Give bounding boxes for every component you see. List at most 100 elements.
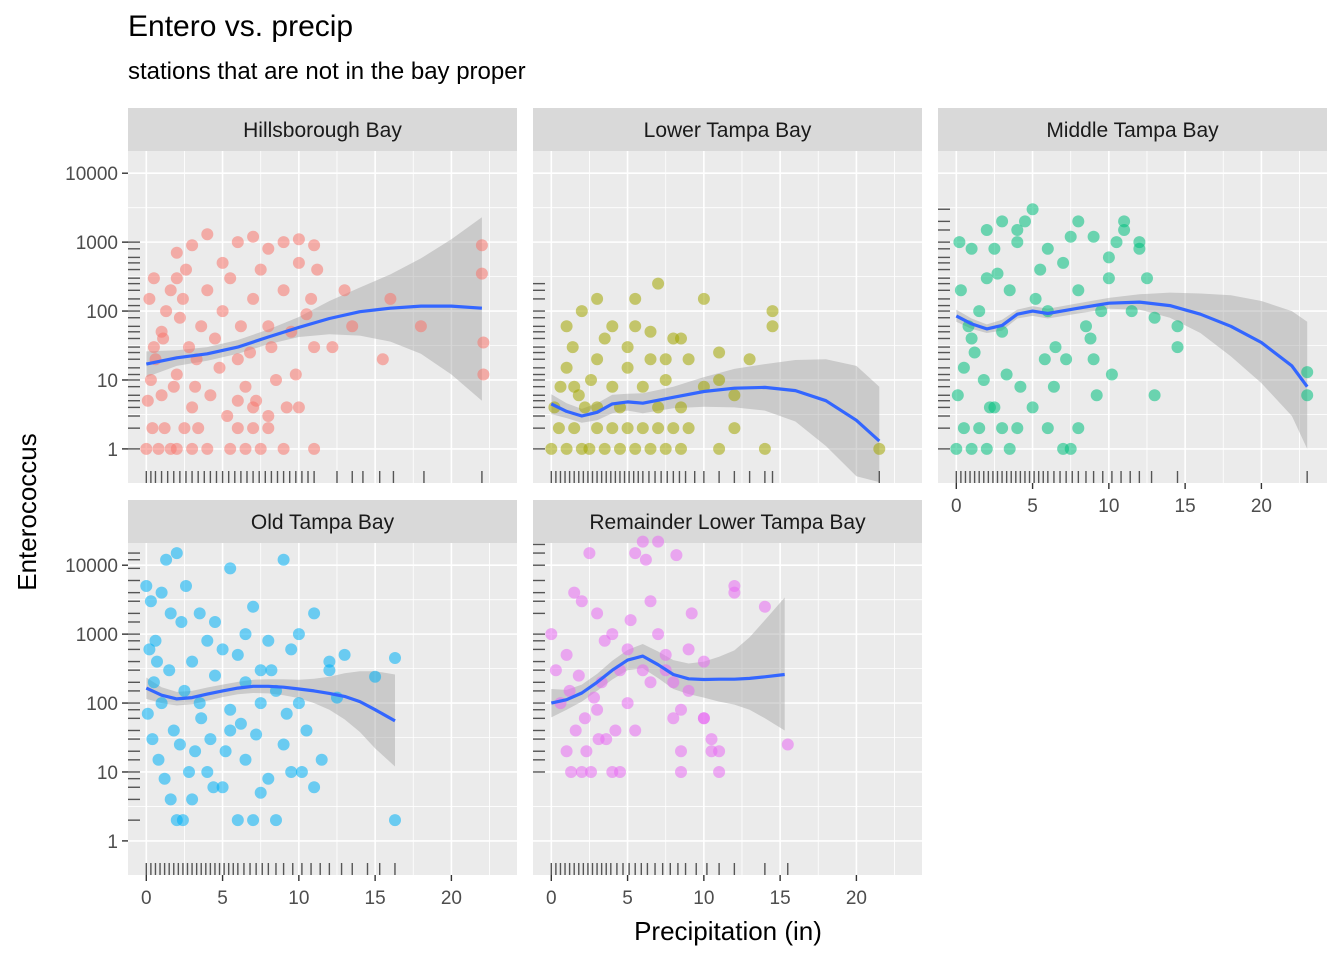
data-point [1171,341,1184,354]
data-point [560,648,573,661]
data-point [565,766,578,778]
data-point [292,256,305,269]
data-point [338,648,351,661]
data-point [705,733,718,746]
data-point [957,422,970,435]
data-point [953,236,966,249]
data-point [965,242,978,255]
data-point [326,341,339,354]
data-point [193,607,206,620]
y-tick-label: 10000 [65,164,118,185]
data-point [1011,224,1024,236]
data-point [973,305,986,318]
data-point [216,305,229,318]
data-point [1047,380,1060,393]
data-point [697,655,710,668]
data-point [224,562,237,575]
data-point [277,442,290,455]
data-point [629,320,642,333]
data-point [376,353,389,366]
data-point [629,292,642,305]
data-point [151,655,163,668]
data-point [578,401,591,414]
x-tick-label: 15 [1175,496,1196,517]
y-tick-label: 10000 [65,556,118,577]
data-point [575,766,588,778]
data-point [592,733,605,746]
data-point [292,233,305,246]
data-point [614,442,626,455]
data-point [667,676,680,689]
data-point [624,614,637,627]
data-point [758,442,771,455]
data-point [606,628,619,641]
x-tick-label: 20 [441,888,462,909]
data-point [186,401,199,414]
data-point [163,664,176,677]
data-point [231,353,244,366]
data-point [254,697,267,710]
facet-strip [128,108,517,151]
data-point [636,422,649,435]
data-point [614,766,626,778]
data-point [621,341,634,354]
data-point [146,733,159,746]
data-point [155,389,168,402]
x-tick-label: 10 [288,888,309,909]
facet-panel: Old Tampa Bay 1 10 100 1000 10000 0 5 10 15 20 [65,500,517,909]
data-point [1072,215,1085,228]
data-point [254,442,267,455]
data-point [652,535,665,548]
data-point [591,703,604,716]
data-point [231,648,244,661]
data-point [667,712,680,725]
data-point [1019,215,1031,228]
data-point [213,361,226,374]
data-point [713,442,726,455]
data-point [192,422,205,435]
data-point [1148,311,1161,324]
data-point [585,374,597,386]
data-point [201,766,214,778]
data-point [477,336,490,349]
data-point [950,442,963,455]
data-point [239,380,252,393]
data-point [164,793,177,806]
panel-background [128,543,517,875]
data-point [1003,284,1016,297]
data-point [713,745,726,758]
data-point [147,272,160,285]
y-tick-label: 1 [107,440,118,461]
data-point [189,745,202,758]
data-point [585,766,597,778]
data-point [591,422,604,435]
data-point [983,401,996,414]
data-point [697,712,710,725]
data-point [295,766,308,778]
data-point [1301,389,1314,402]
data-point [186,655,199,668]
data-point [308,239,321,252]
chart-subtitle: stations that are not in the bay proper [128,58,526,85]
data-point [170,547,183,560]
data-point [1041,422,1054,435]
facet-panel: Lower Tampa Bay [533,108,922,483]
data-point [285,643,298,656]
data-point [277,284,290,297]
data-point [980,272,993,285]
facet-strip-label: Lower Tampa Bay [644,119,812,142]
y-tick-label: 100 [86,694,118,715]
data-point [652,628,665,641]
data-point [158,422,171,435]
data-point [216,256,229,269]
data-point [639,553,652,566]
data-point [277,738,290,751]
facet-strip-label: Middle Tampa Bay [1046,119,1219,142]
data-point [1125,305,1138,318]
data-point [308,341,321,354]
x-tick-label: 5 [622,888,633,909]
data-point [305,292,318,305]
data-point [262,772,275,785]
data-point [682,684,695,697]
data-point [1102,251,1115,264]
